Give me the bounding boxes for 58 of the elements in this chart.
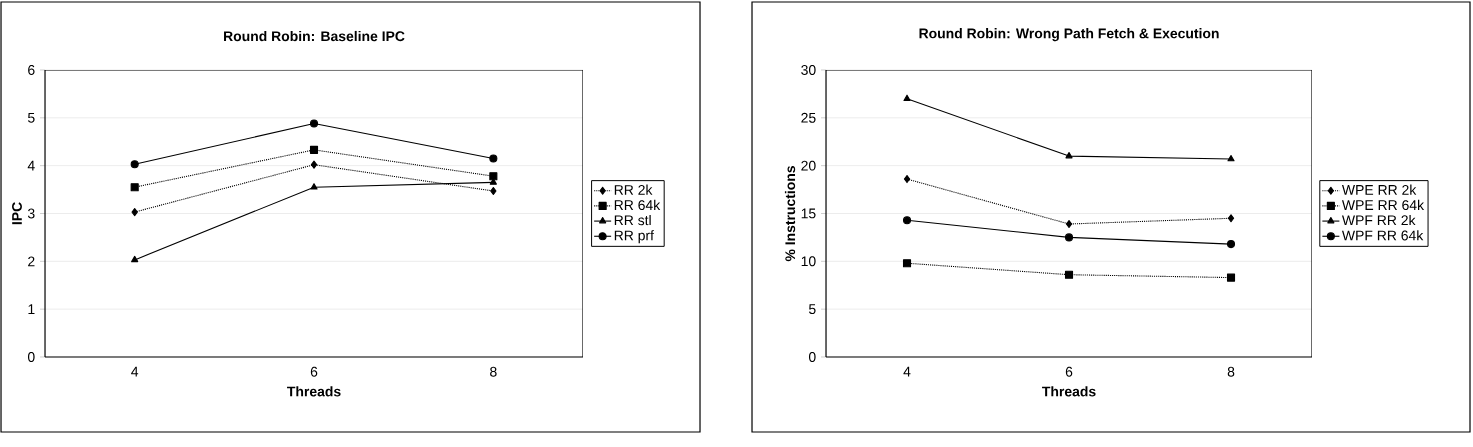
x-tick-label: 4 [903,366,911,377]
point [130,160,139,169]
point [489,172,498,181]
y-axis-title: % Instructions [784,166,796,262]
y-tick-label: 1 [28,304,35,314]
legend-label: WPF RR 2k [1341,214,1416,226]
x-axis-title: Threads [287,386,341,397]
y-axis-title: IPC [12,202,22,225]
point [902,216,912,225]
point [310,160,318,169]
y-tick-label: 5 [808,304,816,315]
y-tick-label: 15 [801,208,816,219]
point [130,183,139,192]
y-tick-label: 5 [27,112,35,123]
y-tick-label: 4 [27,160,35,171]
point [309,145,319,154]
point [131,208,138,217]
point [309,119,319,128]
point [903,94,911,101]
chart-title: Round Robin: Baseline IPC [224,30,405,42]
legend-label: RR prf [614,230,654,244]
point [489,154,498,163]
x-tick-label: 6 [310,366,318,377]
y-tick-label: 10 [801,256,816,267]
chart-title: Round Robin: Wrong Path Fetch & Execution [919,28,1219,42]
point [131,255,139,263]
y-tick-label: 20 [801,160,816,171]
point [902,259,912,268]
legend-label: WPE RR 64k [1341,199,1425,211]
y-tick-label: 25 [801,112,816,123]
x-tick-label: 4 [131,366,139,377]
point [1227,154,1235,162]
y-tick-label: 2 [28,256,35,267]
y-tick-label: 3 [27,208,35,219]
legend-label: WPF RR 64k [1341,230,1424,241]
x-tick-label: 6 [1065,366,1073,377]
legend-label: RR stl [614,214,651,226]
point [489,178,497,185]
point [490,186,497,196]
x-tick-label: 8 [490,366,497,377]
y-tick-label: 0 [27,352,35,362]
point [1226,240,1236,249]
legend-label: WPE RR 2k [1341,184,1417,195]
point [310,183,318,190]
y-tick-label: 0 [808,352,816,362]
point [1226,273,1236,282]
point [1065,152,1073,159]
point [1227,214,1235,223]
point [1064,233,1074,242]
y-tick-label: 6 [28,65,35,75]
x-axis-title: Threads [1042,386,1096,397]
point [903,174,911,184]
x-tick-label: 8 [1227,366,1235,377]
legend-label: RR 2k [614,184,653,195]
point [1064,270,1074,279]
legend-label: RR 64k [614,199,661,211]
point [1065,219,1073,229]
y-tick-label: 30 [801,65,816,75]
